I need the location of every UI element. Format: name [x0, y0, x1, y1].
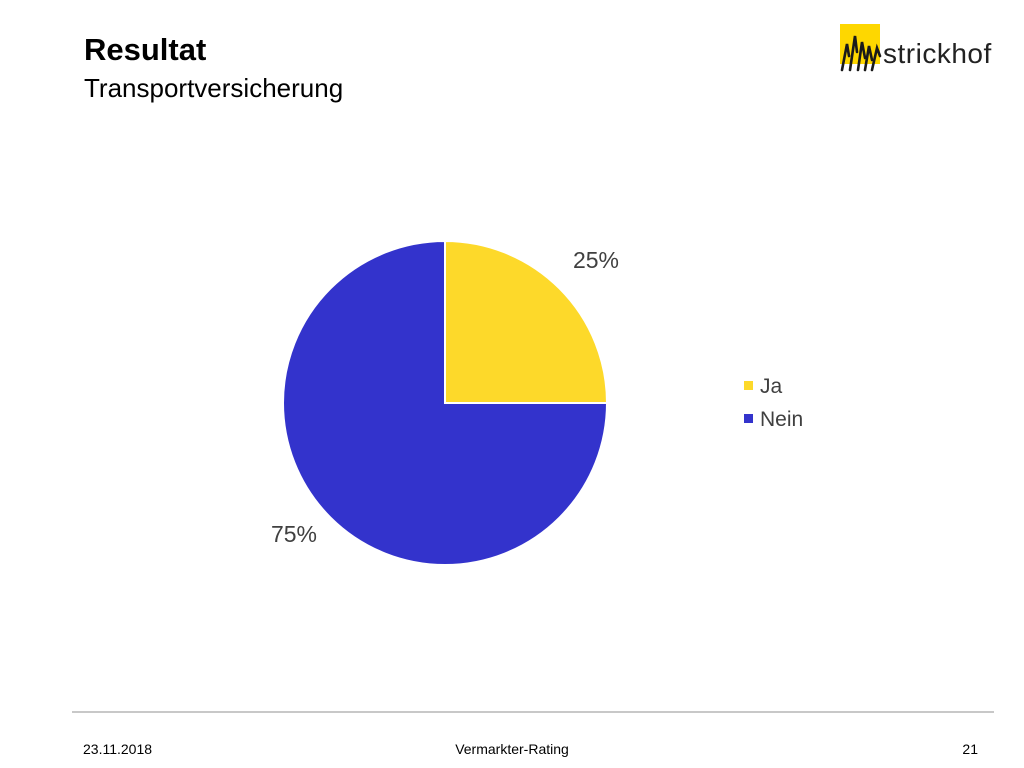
- pie-slice-nein: [282, 239, 609, 566]
- legend-label-nein: Nein: [760, 408, 803, 431]
- footer-title: Vermarkter-Rating: [455, 741, 569, 757]
- data-label-ja: 25%: [573, 247, 619, 273]
- logo-wordmark: strickhof: [883, 38, 992, 69]
- slide-subtitle: Transportversicherung: [84, 73, 344, 103]
- legend-swatch-ja: [744, 381, 753, 390]
- strickhof-logo: strickhof: [838, 22, 998, 78]
- logo-grass-strokes-icon: [840, 35, 882, 72]
- data-label-nein: 75%: [271, 521, 317, 547]
- pie-slice-ja: [444, 239, 609, 404]
- legend-swatch-nein: [744, 414, 753, 423]
- slide-title: Resultat: [84, 32, 207, 67]
- legend-label-ja: Ja: [760, 375, 783, 398]
- page-number: 21: [962, 741, 978, 757]
- footer-date: 23.11.2018: [83, 741, 153, 757]
- pie-chart: 25% 75% Ja Nein: [271, 239, 803, 566]
- footer-divider: [72, 711, 994, 713]
